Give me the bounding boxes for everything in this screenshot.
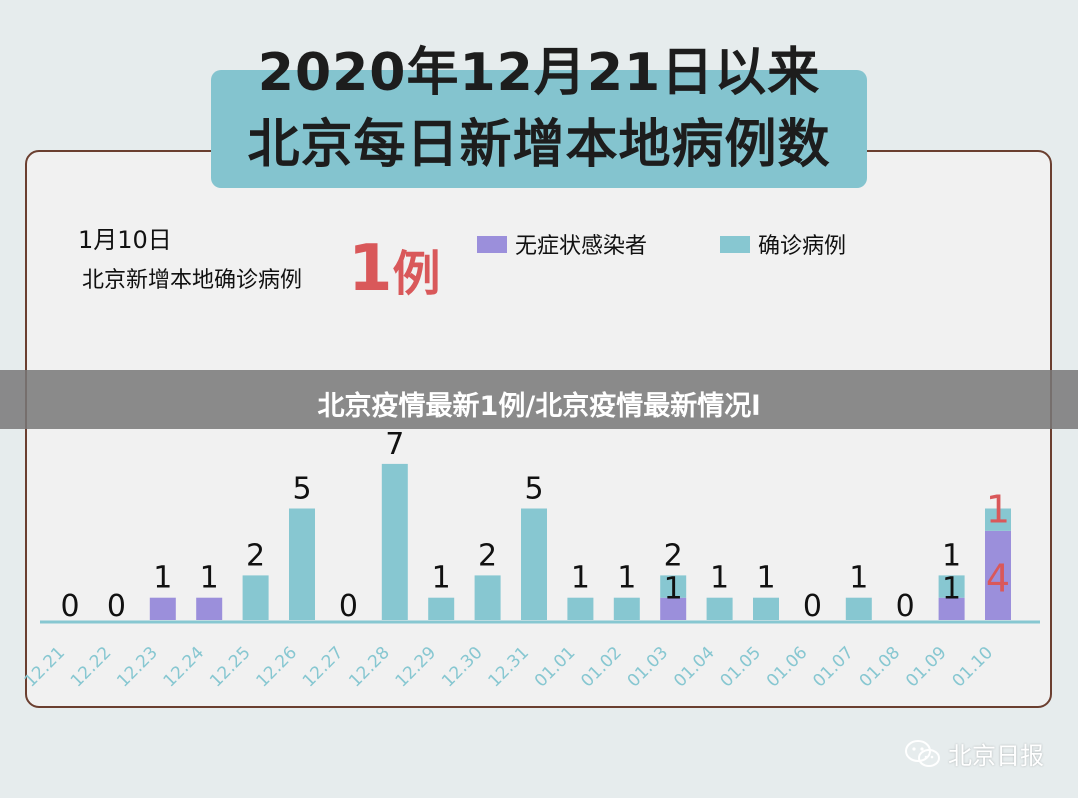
- summary-text: 北京新增本地确诊病例: [82, 268, 303, 293]
- x-tick-label-01.06: 01.06: [763, 643, 812, 692]
- data-label-12.24: 1: [200, 561, 219, 596]
- data-label-12.23: 1: [153, 561, 172, 596]
- bar-confirmed-12.26: [289, 508, 315, 620]
- data-label-asymptomatic-01.09: 1: [942, 572, 961, 607]
- x-tick-label-12.25: 12.25: [206, 643, 255, 692]
- bar-confirmed-12.25: [242, 575, 269, 620]
- title-background: [211, 70, 867, 188]
- data-label-12.25: 2: [246, 538, 265, 573]
- overlay-text: 北京疫情最新1例/北京疫情最新情况l: [317, 391, 761, 422]
- summary-count-unit: 例: [392, 246, 441, 302]
- data-label-asymptomatic-01.03: 1: [664, 572, 683, 607]
- legend-item-confirmed: 确诊病例: [720, 228, 846, 260]
- bar-confirmed-01.01: [567, 597, 594, 620]
- data-label-12.22: 0: [107, 589, 126, 624]
- data-label-12.28: 7: [385, 427, 404, 462]
- summary-count-number: 1: [348, 232, 393, 306]
- bar-asymptomatic-01.10: [985, 530, 1011, 620]
- data-label-12.31: 5: [524, 472, 543, 507]
- watermark-text: 北京日报: [948, 742, 1044, 770]
- data-label-12.30: 2: [478, 538, 497, 573]
- bar-confirmed-12.29: [428, 597, 455, 620]
- bar-confirmed-01.04: [706, 597, 733, 620]
- x-tick-label-12.22: 12.22: [67, 643, 116, 692]
- x-tick-label-12.28: 12.28: [345, 643, 394, 692]
- x-tick-label-01.05: 01.05: [716, 643, 765, 692]
- x-tick-label-12.29: 12.29: [392, 643, 441, 692]
- legend-item-asymptomatic: 无症状感染者: [477, 228, 647, 260]
- x-tick-label-01.03: 01.03: [624, 643, 673, 692]
- legend-swatch-confirmed: [720, 235, 750, 253]
- bar-confirmed-01.05: [753, 597, 779, 620]
- data-label-01.09: 1: [942, 538, 961, 573]
- x-tick-label-01.07: 01.07: [809, 643, 858, 692]
- bar-confirmed-01.09: [938, 575, 965, 598]
- data-label-01.05: 1: [756, 561, 775, 596]
- watermark: 北京日报: [904, 736, 1044, 771]
- x-tick-label-01.01: 01.01: [531, 643, 580, 692]
- chart-subtitle: 北京每日新增本地病例数: [247, 115, 831, 175]
- bar-confirmed-12.28: [381, 463, 408, 620]
- x-tick-label-12.31: 12.31: [484, 643, 533, 692]
- data-label-12.21: 0: [60, 589, 79, 624]
- wechat-icon: [905, 739, 940, 767]
- data-label-01.04: 1: [710, 561, 729, 596]
- x-tick-label-01.02: 01.02: [577, 643, 626, 692]
- legend-label-asymptomatic: 无症状感染者: [515, 234, 648, 259]
- data-label-01.01: 1: [571, 561, 590, 596]
- data-label-12.27: 0: [339, 589, 358, 624]
- x-tick-label-01.04: 01.04: [670, 643, 719, 692]
- legend-swatch-asymptomatic: [477, 235, 507, 253]
- data-label-01.10: 1: [986, 488, 1010, 532]
- bar-asymptomatic-01.03: [660, 597, 687, 620]
- x-tick-label-12.30: 12.30: [438, 643, 487, 692]
- bar-asymptomatic-01.09: [938, 597, 965, 620]
- chart-title: 2020年12月21日以来: [257, 43, 821, 103]
- bar-confirmed-01.03: [660, 575, 687, 598]
- x-tick-label-12.21: 12.21: [20, 643, 69, 692]
- x-tick-label-01.10: 01.10: [948, 643, 997, 692]
- legend-label-confirmed: 确诊病例: [758, 234, 847, 259]
- bar-confirmed-01.02: [613, 597, 640, 620]
- x-tick-label-12.26: 12.26: [252, 643, 301, 692]
- summary-count: 1例: [348, 232, 441, 306]
- summary-date: 1月10日: [78, 226, 172, 254]
- data-label-12.26: 5: [292, 472, 311, 507]
- data-label-01.03: 2: [664, 538, 683, 573]
- data-label-12.29: 1: [432, 561, 451, 596]
- x-tick-label-12.23: 12.23: [113, 643, 162, 692]
- overlay-banner: [0, 370, 1078, 429]
- bar-confirmed-12.31: [521, 508, 547, 620]
- data-label-01.06: 0: [803, 589, 822, 624]
- x-tick-label-01.08: 01.08: [856, 643, 905, 692]
- x-tick-label-12.24: 12.24: [160, 643, 209, 692]
- x-tick-label-01.09: 01.09: [902, 643, 951, 692]
- data-label-01.07: 1: [849, 561, 868, 596]
- bar-confirmed-01.07: [845, 597, 872, 620]
- data-label-asymptomatic-01.10: 4: [986, 556, 1010, 600]
- bar-confirmed-01.10: [985, 508, 1011, 531]
- data-label-01.02: 1: [617, 561, 636, 596]
- bar-asymptomatic-12.24: [196, 597, 223, 620]
- data-label-01.08: 0: [896, 589, 915, 624]
- x-tick-label-12.27: 12.27: [299, 643, 348, 692]
- bar-asymptomatic-12.23: [149, 597, 176, 620]
- bar-confirmed-12.30: [474, 575, 501, 620]
